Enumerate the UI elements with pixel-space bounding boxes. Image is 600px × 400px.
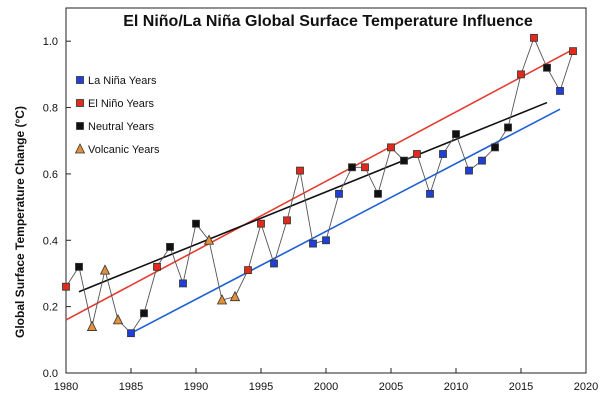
- neutral-years-point: [400, 156, 408, 165]
- volcanic-years-point: [112, 314, 124, 325]
- el-ni-o-years-point: [153, 262, 161, 271]
- la-ni-a-years-point: [127, 329, 135, 338]
- la-ni-a-years-point: [556, 87, 564, 95]
- la-ni-a-years-point: [179, 279, 187, 288]
- volcanic-years-point: [216, 294, 228, 305]
- y-tick-label: 1.0: [43, 36, 58, 48]
- el-ni-o-years-point: [257, 219, 265, 228]
- x-tick-label: 1980: [54, 381, 78, 393]
- el-ni-o-years-point: [361, 163, 369, 172]
- neutral-years-point: [504, 123, 512, 132]
- y-tick-label: 0.4: [43, 235, 58, 247]
- legend-label-el-ni-o-years: El Niño Years: [88, 98, 155, 110]
- annual-connecting-line: [65, 36, 574, 334]
- la-ni-a-years-trend-line: [130, 108, 561, 334]
- y-tick-label: 0.2: [43, 302, 58, 314]
- el-ni-o-years-point: [413, 150, 421, 158]
- el-ni-o-years-point: [62, 282, 70, 291]
- el-ni-o-years-point: [569, 47, 577, 56]
- el-ni-o-years-point: [517, 70, 525, 79]
- plot-frame: [65, 7, 587, 374]
- plot-area: 1980 1985 1990 1995 2000 2005 2010 2015 2020 0.0 0…: [43, 7, 598, 393]
- neutral-years-point: [452, 130, 460, 138]
- neutral-years-trend-line: [78, 101, 548, 293]
- la-ni-a-years-point: [478, 156, 486, 165]
- x-tick-label: 2015: [509, 381, 533, 393]
- el-ni-o-years-trend-line: [65, 48, 574, 321]
- la-ni-a-years-point: [465, 166, 473, 175]
- el-ni-o-years-point: [244, 266, 252, 275]
- neutral-years-point: [374, 189, 382, 198]
- volcanic-years-point: [203, 234, 215, 245]
- legend-marker-la-ni-a-years: [76, 76, 84, 84]
- x-tick-label: 2010: [444, 381, 468, 393]
- legend-marker-el-ni-o-years: [76, 99, 84, 107]
- y-tick-label: 0.8: [43, 103, 58, 115]
- neutral-years-point: [75, 262, 83, 271]
- x-tick-label: 1995: [249, 381, 273, 393]
- y-tick-label: 0.6: [43, 169, 58, 181]
- la-ni-a-years-point: [335, 189, 343, 198]
- la-ni-a-years-point: [309, 239, 317, 248]
- volcanic-years-point: [99, 264, 111, 275]
- neutral-years-point: [543, 63, 551, 72]
- x-tick-label: 2005: [379, 381, 403, 393]
- legend-label-la-ni-a-years: La Niña Years: [88, 75, 157, 87]
- neutral-years-point: [491, 143, 499, 152]
- x-tick-label: 1990: [184, 381, 208, 393]
- el-ni-o-years-point: [530, 33, 538, 42]
- y-axis-label: Global Surface Temperature Change (°C): [13, 106, 27, 338]
- el-ni-o-years-point: [387, 143, 395, 152]
- el-ni-o-years-point: [283, 216, 291, 225]
- neutral-years-point: [140, 309, 148, 318]
- y-tick-label: 0.0: [43, 368, 58, 380]
- x-tick-label: 2020: [574, 381, 598, 393]
- neutral-years-point: [166, 243, 174, 251]
- la-ni-a-years-point: [322, 236, 330, 245]
- la-ni-a-years-point: [439, 150, 447, 158]
- la-ni-a-years-point: [426, 189, 434, 198]
- x-tick-label: 1985: [119, 381, 143, 393]
- neutral-years-point: [192, 219, 200, 228]
- legend-label-volcanic-years: Volcanic Years: [88, 144, 160, 156]
- legend-marker-volcanic-years: [74, 143, 86, 154]
- la-ni-a-years-point: [270, 259, 278, 268]
- volcanic-years-point: [86, 320, 98, 331]
- neutral-years-point: [348, 163, 356, 172]
- legend-marker-neutral-years: [76, 122, 84, 130]
- x-tick-label: 2000: [314, 381, 338, 393]
- volcanic-years-point: [229, 290, 241, 302]
- legend-label-neutral-years: Neutral Years: [88, 121, 155, 133]
- el-ni-o-years-point: [296, 166, 304, 175]
- chart-title: El Niño/La Niña Global Surface Temperatu…: [123, 13, 533, 30]
